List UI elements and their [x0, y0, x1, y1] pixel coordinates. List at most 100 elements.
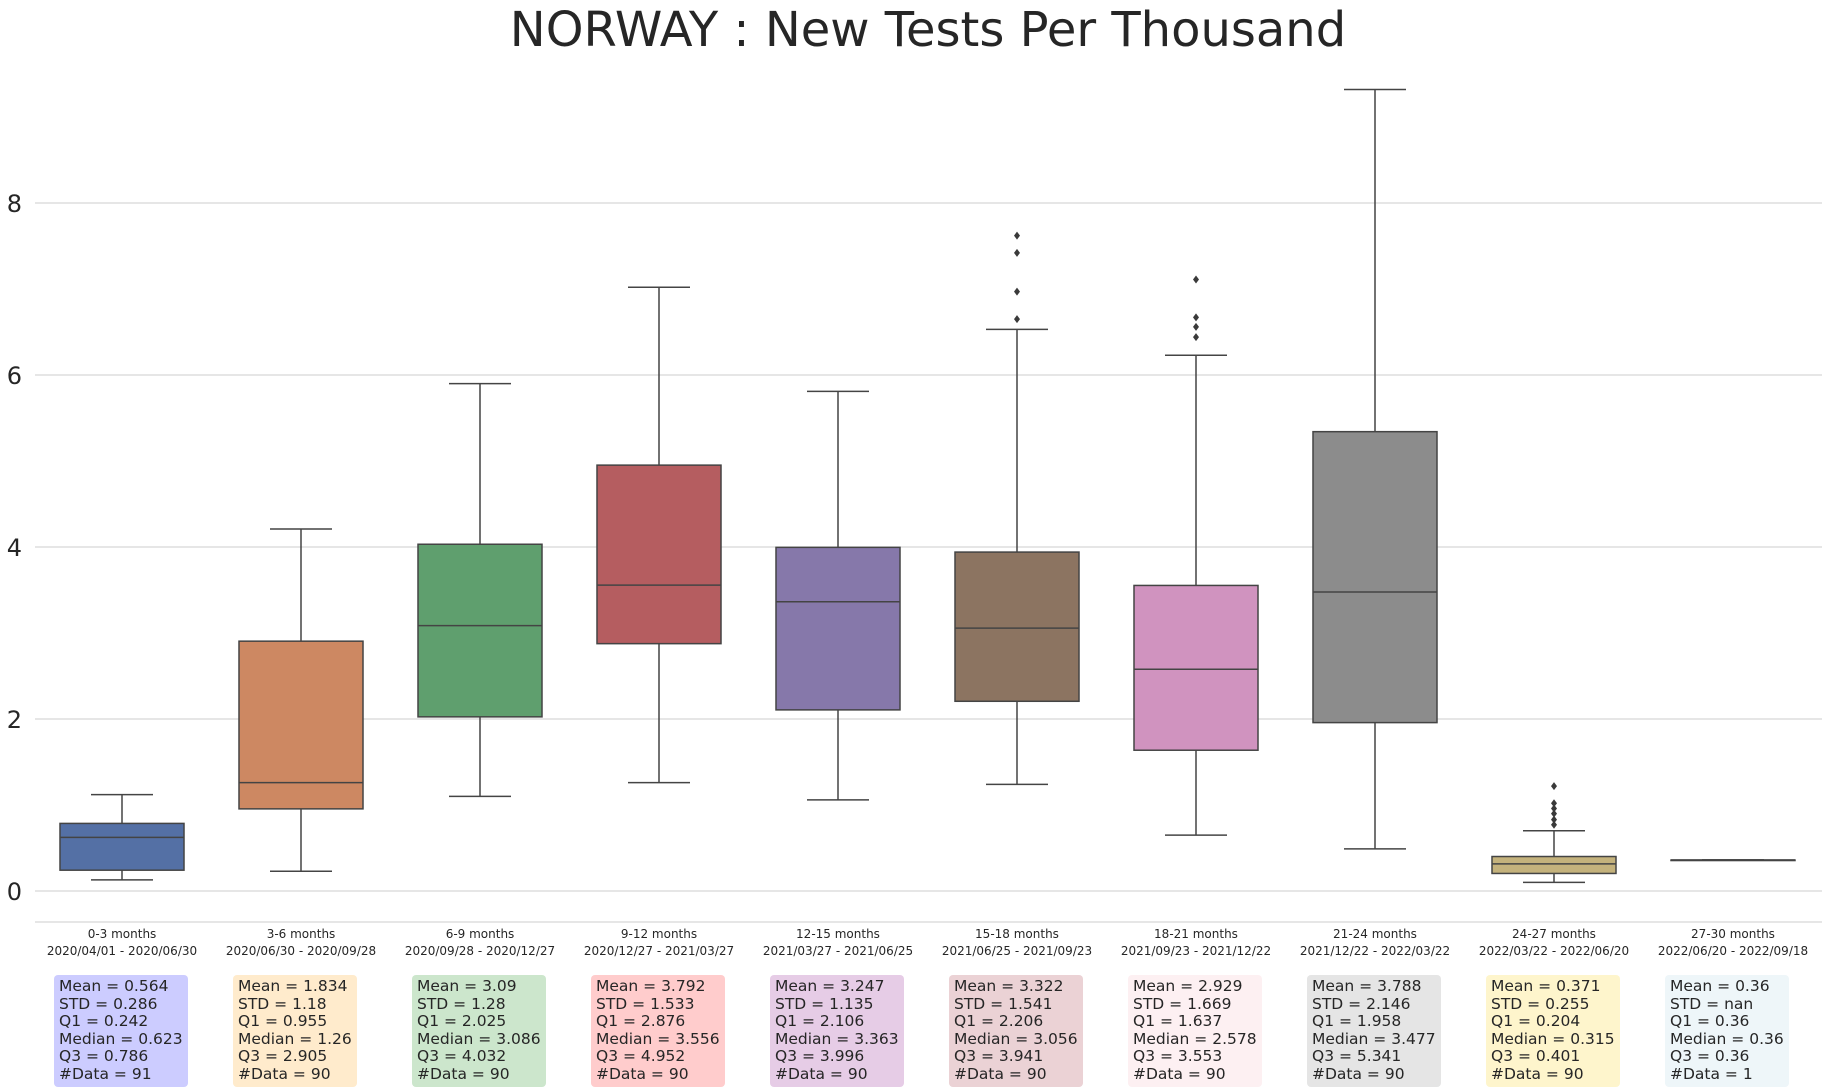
y-tick-label: 8 [7, 190, 22, 218]
stat-count: #Data = 90 [238, 1064, 331, 1083]
stat-box: Mean = 1.834 STD = 1.18 Q1 = 0.955 Median =… [233, 975, 357, 1087]
outlier-point [1014, 248, 1020, 257]
outlier-point [1551, 782, 1557, 791]
stat-q3: Q3 = 4.952 [596, 1047, 686, 1066]
stat-q1: Q1 = 2.206 [954, 1012, 1044, 1031]
y-axis-ticks: 0 2 4 6 8 [7, 190, 22, 906]
stat-q3: Q3 = 3.941 [954, 1047, 1044, 1066]
stat-q1: Q1 = 2.106 [775, 1012, 865, 1031]
stat-median: Median = 0.623 [59, 1029, 183, 1048]
outlier-point [1551, 809, 1557, 818]
stat-count: #Data = 90 [1312, 1064, 1405, 1083]
box-iqr [417, 543, 543, 718]
stat-q1: Q1 = 0.204 [1491, 1012, 1581, 1031]
stat-mean: Mean = 3.247 [775, 977, 885, 995]
outlier-point [1193, 275, 1199, 284]
category-label: 3-6 months [267, 927, 336, 941]
stat-count: #Data = 90 [417, 1064, 510, 1083]
stat-median: Median = 0.36 [1670, 1029, 1784, 1048]
stat-q1: Q1 = 2.025 [417, 1012, 507, 1031]
box-iqr [1133, 584, 1259, 751]
stat-q3: Q3 = 4.032 [417, 1047, 507, 1066]
category-labels: 0-3 months 2020/04/01 - 2020/06/30 3-6 mon… [47, 927, 1808, 958]
box-3-6-months [238, 528, 364, 872]
outlier-point [1551, 820, 1557, 829]
stat-median: Median = 0.315 [1491, 1029, 1615, 1048]
box-iqr [238, 640, 364, 810]
stat-std: STD = 1.28 [417, 994, 506, 1013]
stat-std: STD = nan [1670, 994, 1754, 1013]
y-tick-label: 6 [7, 362, 22, 390]
box-iqr [775, 546, 901, 711]
stat-mean: Mean = 3.322 [954, 977, 1064, 995]
outlier-point [1014, 231, 1020, 240]
stat-mean: Mean = 3.792 [596, 977, 706, 995]
box-27-30-months [1670, 859, 1796, 862]
box-iqr [1491, 855, 1617, 875]
box-9-12-months [596, 286, 722, 784]
stat-std: STD = 1.533 [596, 994, 695, 1013]
outlier-point [1551, 804, 1557, 813]
stat-q3: Q3 = 3.996 [775, 1047, 865, 1066]
box-iqr [596, 464, 722, 645]
category-range: 2020/06/30 - 2020/09/28 [226, 944, 376, 958]
category-label: 15-18 months [975, 927, 1059, 941]
category-range: 2022/03/22 - 2022/06/20 [1479, 944, 1629, 958]
stat-mean: Mean = 2.929 [1133, 977, 1243, 995]
stat-median: Median = 3.086 [417, 1029, 541, 1048]
boxes [59, 88, 1796, 884]
stat-std: STD = 2.146 [1312, 994, 1411, 1013]
stat-box: Mean = 3.792 STD = 1.533 Q1 = 2.876 Median … [591, 975, 725, 1087]
outlier-point [1551, 799, 1557, 808]
category-range: 2020/12/27 - 2021/03/27 [584, 944, 734, 958]
category-range: 2020/09/28 - 2020/12/27 [405, 944, 555, 958]
stat-median: Median = 2.578 [1133, 1029, 1257, 1048]
outlier-point [1193, 333, 1199, 342]
box-24-27-months [1491, 782, 1617, 884]
category-range: 2021/12/22 - 2022/03/22 [1300, 944, 1450, 958]
box-0-3-months [59, 793, 185, 881]
stat-q1: Q1 = 1.637 [1133, 1012, 1223, 1031]
stat-count: #Data = 90 [1491, 1064, 1584, 1083]
box-15-18-months [954, 231, 1080, 786]
stat-box: Mean = 3.788 STD = 2.146 Q1 = 1.958 Median … [1307, 975, 1441, 1087]
box-12-15-months [775, 390, 901, 801]
stat-std: STD = 1.18 [238, 994, 327, 1013]
box-iqr [1312, 430, 1438, 724]
stat-median: Median = 3.056 [954, 1029, 1078, 1048]
stat-box: Mean = 0.36 STD = nan Q1 = 0.36 Median = 0.… [1665, 975, 1789, 1087]
stat-std: STD = 1.669 [1133, 994, 1232, 1013]
stat-mean: Mean = 0.564 [59, 977, 169, 995]
stat-mean: Mean = 3.09 [417, 977, 517, 995]
category-label: 18-21 months [1154, 927, 1238, 941]
stat-median: Median = 3.363 [775, 1029, 899, 1048]
category-range: 2021/09/23 - 2021/12/22 [1121, 944, 1271, 958]
category-label: 24-27 months [1512, 927, 1596, 941]
stat-mean: Mean = 1.834 [238, 977, 348, 995]
category-range: 2020/04/01 - 2020/06/30 [47, 944, 197, 958]
outlier-point [1193, 313, 1199, 322]
stat-q3: Q3 = 5.341 [1312, 1047, 1402, 1066]
stat-q1: Q1 = 0.242 [59, 1012, 149, 1031]
stat-count: #Data = 90 [954, 1064, 1047, 1083]
stat-count: #Data = 1 [1670, 1064, 1753, 1083]
y-tick-label: 4 [7, 534, 22, 562]
box-iqr [954, 551, 1080, 703]
box-18-21-months [1133, 275, 1259, 836]
stat-mean: Mean = 3.788 [1312, 977, 1422, 995]
outlier-point [1014, 315, 1020, 324]
category-label: 27-30 months [1691, 927, 1775, 941]
outlier-point [1551, 815, 1557, 824]
stat-box: Mean = 3.322 STD = 1.541 Q1 = 2.206 Median … [949, 975, 1083, 1087]
category-range: 2021/03/27 - 2021/06/25 [763, 944, 913, 958]
category-range: 2022/06/20 - 2022/09/18 [1658, 944, 1808, 958]
stat-box: Mean = 2.929 STD = 1.669 Q1 = 1.637 Median … [1128, 975, 1262, 1087]
category-range: 2021/06/25 - 2021/09/23 [942, 944, 1092, 958]
stat-mean: Mean = 0.36 [1670, 977, 1770, 995]
stat-std: STD = 1.135 [775, 994, 874, 1013]
stat-q1: Q1 = 0.955 [238, 1012, 328, 1031]
stat-std: STD = 0.286 [59, 994, 158, 1013]
stat-std: STD = 1.541 [954, 994, 1053, 1013]
stat-median: Median = 1.26 [238, 1029, 352, 1048]
